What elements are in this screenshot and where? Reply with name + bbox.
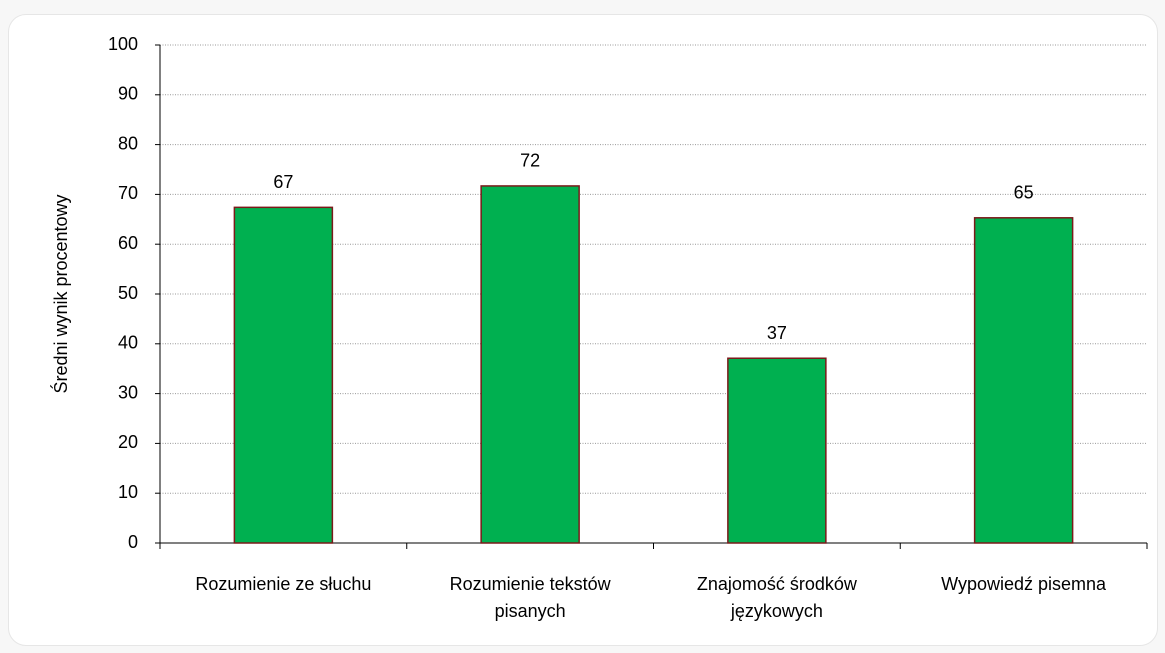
y-tick-label: 60 [118,233,138,253]
value-label: 65 [1014,183,1034,203]
x-tick-label: Wypowiedź pisemna [941,574,1107,594]
x-tick-label: Rozumienie ze słuchu [195,574,372,594]
y-tick-label: 90 [118,84,138,104]
bar [233,206,334,544]
value-label: 67 [273,172,293,192]
y-tick-label: 10 [118,482,138,502]
y-tick-label: 0 [128,532,138,552]
x-tick-label: Znajomość środków językowych [696,574,857,621]
y-tick-label: 50 [118,283,138,303]
x-tick-label: Rozumienie tekstów pisanych [449,574,611,621]
y-tick-label: 80 [118,133,138,153]
bar [480,185,580,544]
value-label: 37 [767,323,787,343]
chart-container [8,14,1158,646]
y-tick-label: 70 [118,183,138,203]
y-tick-label: 20 [118,432,138,452]
value-label: 72 [520,151,540,171]
y-axis-label: Średni wynik procentowy [50,194,71,393]
y-tick-label: 40 [118,333,138,353]
bar [727,357,827,544]
bar [973,217,1074,544]
y-tick-label: 100 [108,34,138,54]
y-tick-label: 30 [118,382,138,402]
